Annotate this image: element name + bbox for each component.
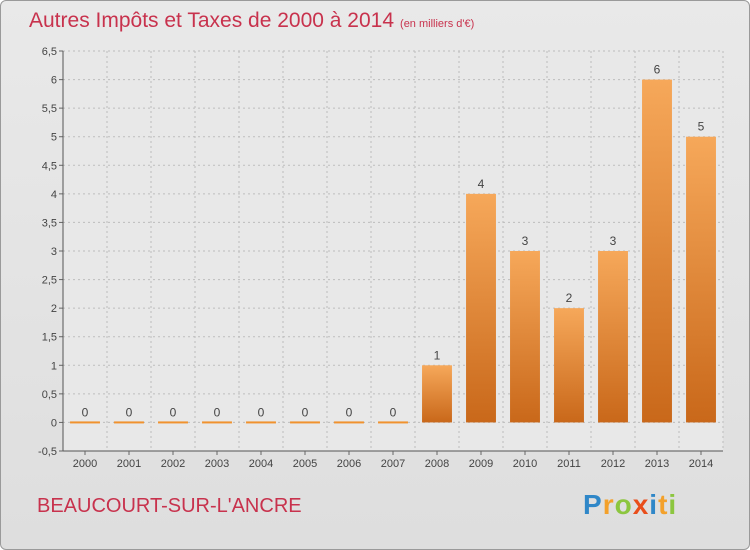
- x-tick-label: 2011: [557, 458, 581, 470]
- x-tick-label: 2005: [293, 458, 317, 470]
- y-tick-label: 2,5: [42, 275, 57, 287]
- x-tick-label: 2014: [689, 458, 713, 470]
- bar: [554, 308, 584, 423]
- bar: [466, 193, 496, 423]
- x-tick-label: 2001: [117, 458, 141, 470]
- data-label: 5: [698, 120, 705, 134]
- logo-letter: P: [583, 489, 603, 520]
- x-tick-label: 2006: [337, 458, 361, 470]
- unit-label: (en milliers d'€): [400, 18, 475, 30]
- bar: [114, 421, 144, 424]
- commune-name: BEAUCOURT-SUR-L'ANCRE: [37, 495, 302, 517]
- bar: [378, 421, 408, 424]
- y-tick-label: 3: [51, 246, 57, 258]
- bar: [290, 421, 320, 424]
- x-tick-label: 2009: [469, 458, 493, 470]
- proxiti-logo: Proxiti: [583, 489, 677, 521]
- x-tick-label: 2013: [645, 458, 669, 470]
- data-label: 2: [566, 291, 573, 305]
- y-tick-label: 6,5: [42, 46, 57, 58]
- bar: [70, 421, 100, 424]
- x-tick-label: 2008: [425, 458, 449, 470]
- y-tick-label: 5: [51, 132, 57, 144]
- logo-letter: r: [602, 489, 615, 520]
- y-tick-label: 1: [51, 360, 57, 372]
- bar: [158, 421, 188, 424]
- y-tick-label: 0,5: [42, 389, 57, 401]
- logo-letter: i: [668, 489, 678, 520]
- y-tick-label: 5,5: [42, 103, 57, 115]
- title-text: Autres Impôts et Taxes de 2000 à 2014: [29, 9, 395, 32]
- x-tick-label: 2007: [381, 458, 405, 470]
- data-label: 0: [170, 405, 177, 419]
- data-label: 0: [258, 405, 265, 419]
- data-label: 3: [522, 234, 529, 248]
- logo-letter: i: [649, 489, 659, 520]
- bar: [642, 79, 672, 423]
- data-label: 1: [434, 348, 441, 362]
- bar: [422, 365, 452, 423]
- x-tick-label: 2003: [205, 458, 229, 470]
- logo-letter: x: [632, 489, 650, 520]
- chart-title: Autres Impôts et Taxes de 2000 à 2014 (en…: [29, 9, 474, 33]
- data-label: 3: [610, 234, 617, 248]
- y-tick-label: 1,5: [42, 332, 57, 344]
- y-tick-label: 6: [51, 75, 57, 87]
- x-tick-label: 2004: [249, 458, 273, 470]
- bar: [202, 421, 232, 424]
- x-tick-label: 2010: [513, 458, 537, 470]
- logo-letter: o: [614, 489, 633, 520]
- y-tick-label: 0: [51, 417, 57, 429]
- x-tick-label: 2000: [73, 458, 97, 470]
- y-tick-label: 3,5: [42, 217, 57, 229]
- data-label: 6: [654, 63, 661, 77]
- data-label: 4: [478, 177, 485, 191]
- logo-letter: t: [658, 489, 669, 520]
- data-label: 0: [346, 405, 353, 419]
- bar: [686, 136, 716, 423]
- y-tick-label: 2: [51, 303, 57, 315]
- data-label: 0: [390, 405, 397, 419]
- data-label: 0: [214, 405, 221, 419]
- x-tick-label: 2012: [601, 458, 625, 470]
- bar: [334, 421, 364, 424]
- y-tick-label: 4,5: [42, 160, 57, 172]
- x-tick-label: 2002: [161, 458, 185, 470]
- data-label: 0: [302, 405, 309, 419]
- data-label: 0: [82, 405, 89, 419]
- bar: [510, 251, 540, 423]
- y-tick-label: 4: [51, 189, 57, 201]
- y-tick-label: -0,5: [38, 446, 57, 458]
- data-label: 0: [126, 405, 133, 419]
- bar: [598, 251, 628, 423]
- bar: [246, 421, 276, 424]
